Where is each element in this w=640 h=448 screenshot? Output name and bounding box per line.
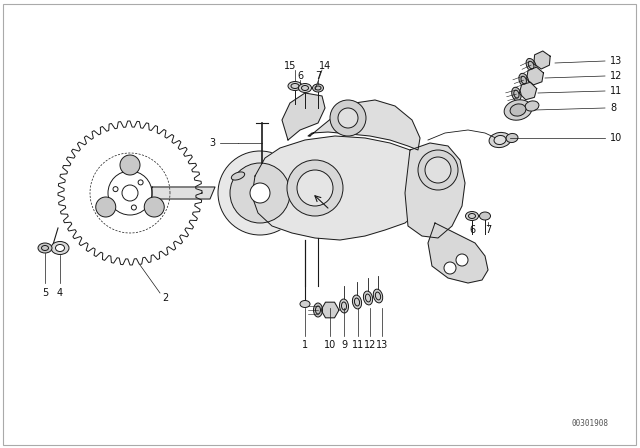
Ellipse shape	[38, 243, 52, 253]
Ellipse shape	[288, 82, 302, 90]
Text: 13: 13	[376, 340, 388, 350]
Polygon shape	[152, 187, 215, 199]
Ellipse shape	[364, 291, 372, 305]
Ellipse shape	[339, 299, 349, 313]
Circle shape	[230, 163, 290, 223]
Text: 2: 2	[162, 293, 168, 303]
Ellipse shape	[51, 241, 69, 254]
Circle shape	[144, 197, 164, 217]
Polygon shape	[321, 302, 339, 318]
Text: 5: 5	[42, 288, 48, 298]
Circle shape	[131, 205, 136, 210]
Text: 11: 11	[610, 86, 622, 96]
Circle shape	[122, 185, 138, 201]
Ellipse shape	[512, 87, 521, 101]
Text: 4: 4	[57, 288, 63, 298]
Ellipse shape	[373, 289, 383, 303]
Ellipse shape	[353, 295, 362, 309]
Text: 12: 12	[364, 340, 376, 350]
Ellipse shape	[525, 101, 539, 111]
Text: 11: 11	[352, 340, 364, 350]
Ellipse shape	[300, 301, 310, 307]
Polygon shape	[58, 121, 202, 265]
Polygon shape	[405, 143, 465, 238]
Ellipse shape	[510, 104, 526, 116]
Text: 10: 10	[610, 133, 622, 143]
Circle shape	[108, 171, 152, 215]
Ellipse shape	[312, 84, 323, 92]
Circle shape	[456, 254, 468, 266]
Ellipse shape	[504, 100, 532, 120]
Text: 3: 3	[209, 138, 215, 148]
Text: 13: 13	[610, 56, 622, 66]
Polygon shape	[282, 93, 325, 140]
Circle shape	[338, 108, 358, 128]
Text: 15: 15	[284, 61, 296, 71]
Circle shape	[218, 151, 302, 235]
Circle shape	[138, 180, 143, 185]
Text: 1: 1	[302, 340, 308, 350]
Ellipse shape	[494, 135, 506, 145]
Ellipse shape	[506, 134, 518, 142]
Polygon shape	[519, 82, 537, 100]
Text: 9: 9	[341, 340, 347, 350]
Ellipse shape	[519, 73, 529, 87]
Ellipse shape	[465, 211, 479, 220]
Text: 00301908: 00301908	[571, 419, 608, 428]
Circle shape	[425, 157, 451, 183]
Ellipse shape	[231, 172, 244, 180]
Text: 8: 8	[610, 103, 616, 113]
Polygon shape	[308, 100, 420, 150]
Ellipse shape	[298, 83, 312, 92]
Circle shape	[287, 160, 343, 216]
Ellipse shape	[56, 245, 65, 251]
Polygon shape	[527, 67, 543, 85]
Polygon shape	[428, 223, 488, 283]
Circle shape	[113, 187, 118, 192]
Polygon shape	[534, 51, 550, 69]
Ellipse shape	[479, 212, 490, 220]
Circle shape	[250, 183, 270, 203]
Text: 14: 14	[319, 61, 331, 71]
Text: 6: 6	[469, 225, 475, 235]
Ellipse shape	[314, 303, 323, 317]
Ellipse shape	[489, 133, 511, 147]
Ellipse shape	[526, 58, 536, 72]
Text: 7: 7	[485, 225, 491, 235]
Text: 12: 12	[610, 71, 622, 81]
Circle shape	[418, 150, 458, 190]
Circle shape	[120, 155, 140, 175]
Text: 7: 7	[315, 71, 321, 81]
Circle shape	[297, 170, 333, 206]
Polygon shape	[252, 136, 430, 240]
Text: 6: 6	[297, 71, 303, 81]
Circle shape	[96, 197, 116, 217]
Circle shape	[444, 262, 456, 274]
Text: 10: 10	[324, 340, 336, 350]
Circle shape	[330, 100, 366, 136]
